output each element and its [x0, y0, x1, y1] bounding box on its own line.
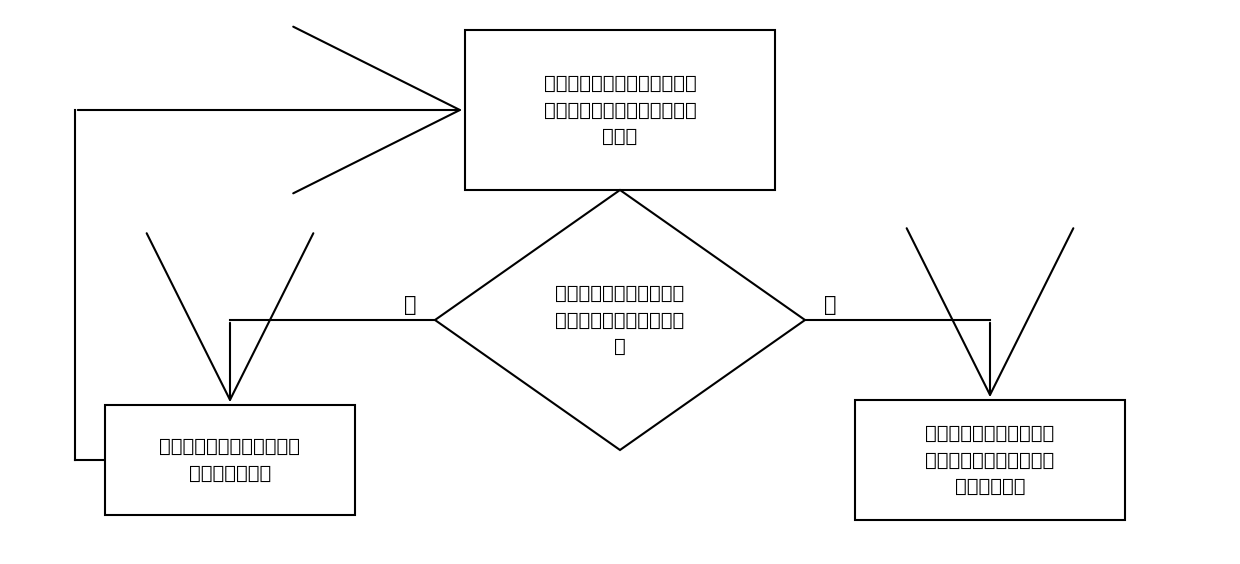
Polygon shape: [435, 190, 805, 450]
Text: 检测新的线束分支列表与
当前线束分支列表是否相
同: 检测新的线束分支列表与 当前线束分支列表是否相 同: [556, 284, 684, 356]
Text: 新的线束分支列表即为起
始线束分支至目标线束分
支的导线路径: 新的线束分支列表即为起 始线束分支至目标线束分 支的导线路径: [925, 424, 1055, 496]
Text: 将新的线束分支列表作为当
前线束分支列表: 将新的线束分支列表作为当 前线束分支列表: [160, 437, 300, 483]
Text: 是: 是: [823, 295, 836, 315]
Bar: [465, 30, 775, 190]
Text: 剔除当前线束分支列表中的末
端线束分支，生成新的线束分
支列表: 剔除当前线束分支列表中的末 端线束分支，生成新的线束分 支列表: [543, 74, 697, 146]
Text: 否: 否: [404, 295, 417, 315]
Bar: [105, 405, 355, 515]
Bar: [856, 400, 1125, 520]
